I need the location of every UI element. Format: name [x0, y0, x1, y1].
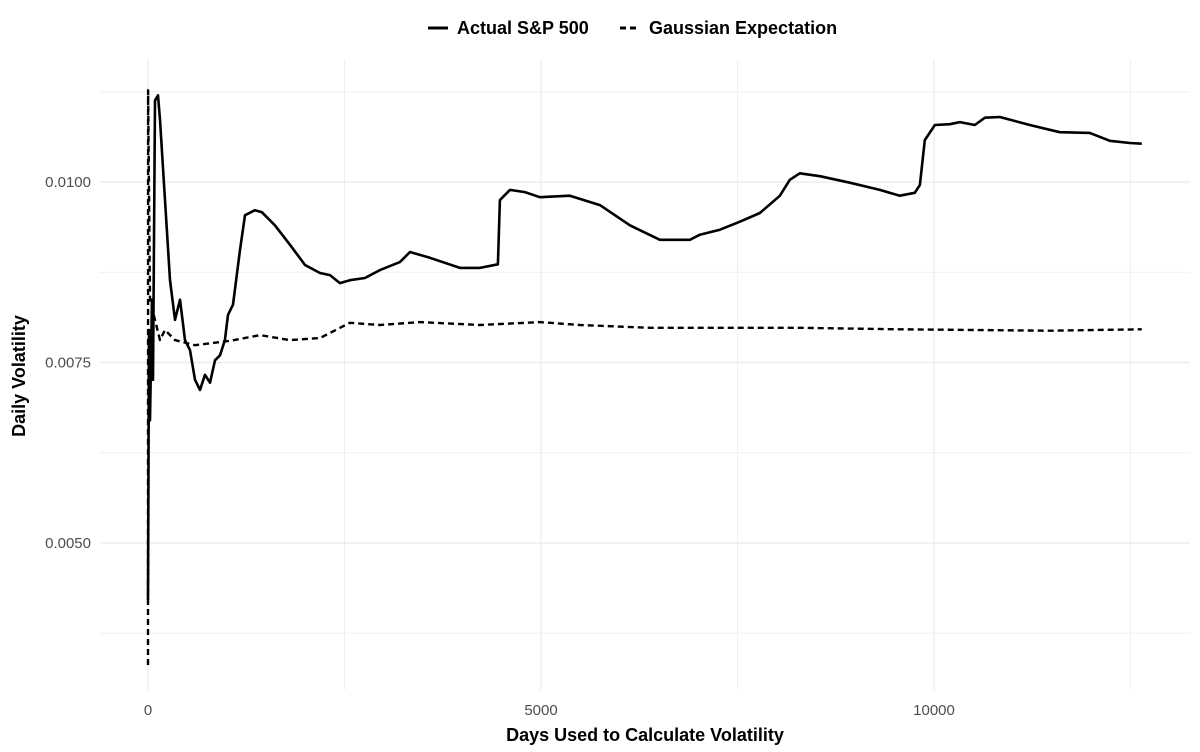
- series-line-gaussian-expectation: [146, 89, 1142, 666]
- grid: [100, 60, 1190, 690]
- y-tick-label: 0.0100: [45, 174, 91, 191]
- series-line-actual-sp500: [146, 94, 1142, 601]
- x-tick-label: 5000: [524, 702, 557, 719]
- y-tick-label: 0.0050: [45, 535, 91, 552]
- x-tick-label: 10000: [913, 702, 955, 719]
- x-tick-label: 0: [144, 702, 152, 719]
- legend-label-gaussian: Gaussian Expectation: [649, 18, 837, 38]
- series-lines: [146, 89, 1142, 666]
- legend: Actual S&P 500 Gaussian Expectation: [428, 18, 837, 38]
- legend-label-actual: Actual S&P 500: [457, 18, 589, 38]
- y-tick-label: 0.0075: [45, 355, 91, 372]
- x-axis-title: Days Used to Calculate Volatility: [506, 725, 784, 745]
- y-axis-title: Daily Volatility: [9, 315, 29, 437]
- tick-labels: 0 5000 10000 0.0050 0.0075 0.0100: [45, 174, 955, 719]
